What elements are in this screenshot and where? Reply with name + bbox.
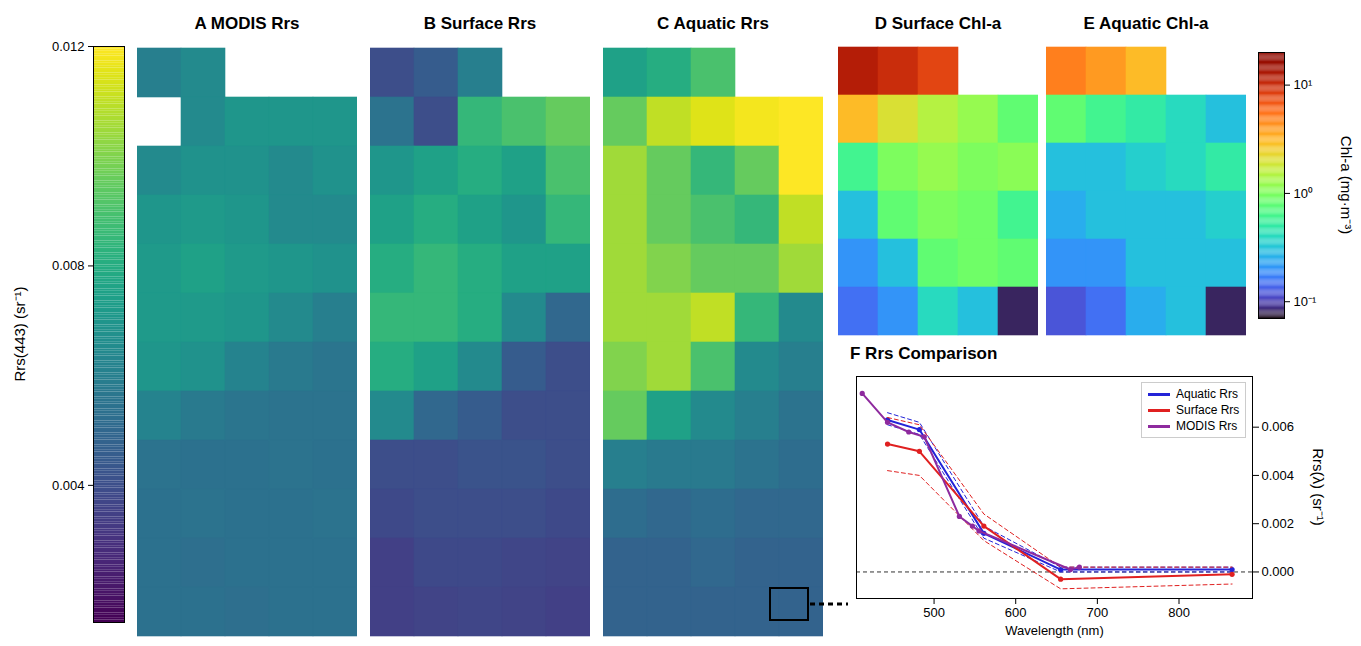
svg-text:0.012: 0.012 — [52, 39, 85, 54]
svg-text:0.004: 0.004 — [1262, 468, 1295, 483]
svg-text:10¹: 10¹ — [1294, 77, 1313, 92]
svg-text:500: 500 — [923, 605, 945, 620]
svg-text:0.004: 0.004 — [52, 478, 85, 493]
html-text:B Surface Rrs: B Surface Rrs — [423, 14, 537, 33]
html-text:C Aquatic Rrs: C Aquatic Rrs — [657, 14, 769, 33]
svg-text:Wavelength (nm): Wavelength (nm) — [1005, 623, 1104, 638]
svg-text:10⁰: 10⁰ — [1294, 186, 1313, 201]
svg-text:700: 700 — [1087, 605, 1109, 620]
svg-text:600: 600 — [1005, 605, 1027, 620]
html-text:F Rrs Comparison: F Rrs Comparison — [850, 344, 998, 363]
html-text:Aquatic Rrs: Aquatic Rrs — [1176, 387, 1238, 401]
html-text:MODIS Rrs: MODIS Rrs — [1176, 419, 1238, 433]
html-text:Chl-a (mg·m⁻³): Chl-a (mg·m⁻³) — [1338, 135, 1355, 235]
html-text:A MODIS Rrs: A MODIS Rrs — [194, 14, 300, 33]
svg-text:0.006: 0.006 — [1262, 419, 1295, 434]
svg-text:10⁻¹: 10⁻¹ — [1294, 294, 1317, 309]
html-text:Rrs(λ) (sr⁻¹): Rrs(λ) (sr⁻¹) — [1310, 448, 1327, 526]
html-text:D Surface Chl-a: D Surface Chl-a — [874, 14, 1002, 33]
html-text:Surface Rrs: Surface Rrs — [1176, 403, 1240, 417]
html-text:Rrs(443) (sr⁻¹): Rrs(443) (sr⁻¹) — [11, 286, 28, 382]
svg-text:800: 800 — [1168, 605, 1190, 620]
svg-text:0.002: 0.002 — [1262, 516, 1295, 531]
svg-text:0.000: 0.000 — [1262, 564, 1295, 579]
html-text:E Aquatic Chl-a: E Aquatic Chl-a — [1083, 14, 1209, 33]
svg-text:0.008: 0.008 — [52, 258, 85, 273]
